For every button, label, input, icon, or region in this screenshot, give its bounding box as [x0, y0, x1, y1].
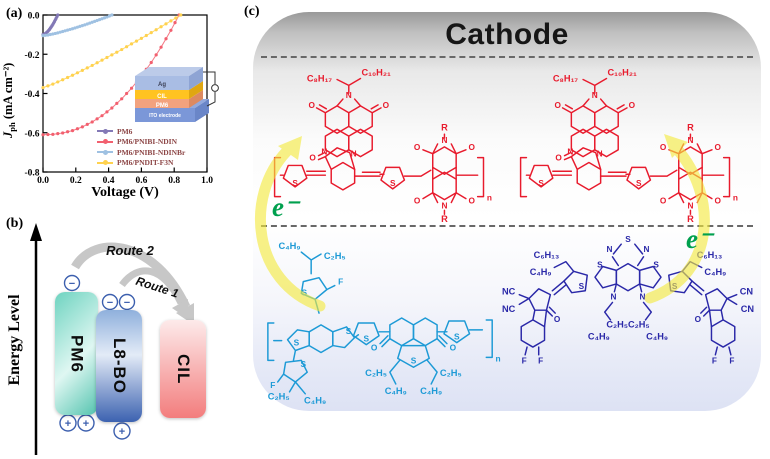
- panel-a-label: (a): [6, 6, 23, 21]
- legend-label: PM6/PNIBI-NDIN: [117, 137, 177, 147]
- cil-box-label: CIL: [174, 353, 193, 385]
- svg-text:0.6: 0.6: [135, 176, 147, 186]
- svg-text:+: +: [83, 418, 89, 430]
- l8bo-acceptor-structure: [501, 234, 756, 367]
- energy-axis-arrowhead-icon: [30, 223, 42, 241]
- energy-box-cil: CIL: [160, 320, 206, 418]
- route-1-arrowhead-icon: [172, 299, 188, 319]
- route-1-arrow: [119, 267, 185, 305]
- cil-side-face: [189, 81, 203, 99]
- ag-top-face: [135, 67, 203, 76]
- red-cil-polymer-structure-left: [273, 66, 493, 224]
- pm6-layer: [135, 99, 189, 108]
- pm6-donor-structure: [267, 240, 502, 404]
- legend-marker: [97, 127, 113, 135]
- y-axis-label: Jph (mA cm⁻²): [1, 63, 17, 139]
- legend-marker: [97, 138, 113, 146]
- svg-text:0.8: 0.8: [168, 176, 180, 186]
- ag-layer: [135, 76, 189, 90]
- svg-text:-0.2: -0.2: [24, 51, 39, 61]
- pm6-label: PM6: [156, 103, 169, 109]
- energy-box-l8bo: L8-BO: [96, 310, 142, 422]
- svg-text:-0.6: -0.6: [24, 129, 39, 139]
- legend-label: PM6: [117, 126, 133, 136]
- svg-text:0.4: 0.4: [103, 176, 115, 186]
- svg-text:-0.8: -0.8: [24, 169, 39, 179]
- legend-marker: [97, 159, 113, 167]
- middle-dashed-divider: [261, 225, 753, 227]
- ag-side-face: [189, 67, 203, 90]
- electron-charges: − − −: [63, 274, 136, 311]
- svg-text:0.0: 0.0: [28, 12, 40, 22]
- svg-text:0.2: 0.2: [70, 176, 82, 186]
- hole-charges: + + +: [59, 414, 131, 440]
- legend-item: PM6/PNIBI-NDINBr: [97, 148, 185, 157]
- ag-label: Ag: [158, 82, 166, 88]
- plot-series-and-ticks: 0.0 0.2 0.4 0.6 0.8 1.0 0.0 -0.2 -0.4 -0.6 -0.8: [24, 12, 213, 187]
- pm6-box-label: PM6: [67, 334, 87, 373]
- energy-box-pm6: PM6: [55, 292, 98, 415]
- panel-b-label: (b): [6, 216, 24, 231]
- cil-layer: [135, 90, 189, 99]
- ito-side-face: [195, 99, 209, 122]
- l8bo-box-label: L8-BO: [110, 338, 129, 394]
- svg-text:0.0: 0.0: [37, 176, 49, 186]
- svg-text:1.0: 1.0: [201, 176, 213, 186]
- cil-label: CIL: [157, 94, 167, 100]
- route-2-label: Route 2: [106, 243, 154, 258]
- pm6-side-face: [189, 90, 203, 108]
- top-dashed-divider: [261, 56, 753, 58]
- legend-label: PM6/PNIBI-NDINBr: [117, 147, 186, 157]
- jph-voltage-chart: 0.0 0.2 0.4 0.6 0.8 1.0 0.0 -0.2 -0.4 -0.6 -0.8 Vo…: [1, 12, 213, 201]
- svg-text:+: +: [119, 426, 125, 438]
- x-axis-label: Voltage (V): [91, 185, 159, 200]
- legend-item: PM6/PNIBI-NDIN: [97, 137, 185, 147]
- electrode-contact-icon: [211, 84, 219, 92]
- legend-item: PM6: [97, 127, 185, 136]
- red-cil-polymer-structure-right: [519, 66, 739, 224]
- svg-text:−: −: [107, 297, 113, 309]
- legend-marker: [97, 148, 113, 156]
- panel-c-label: (c): [244, 4, 260, 19]
- electron-label-right: e⁻: [686, 224, 713, 254]
- cathode-title: Cathode: [445, 18, 569, 51]
- wire: [203, 71, 216, 107]
- svg-text:−: −: [124, 297, 130, 309]
- legend-item: PM6/PNDIT-F3N: [97, 158, 185, 168]
- electron-label-left: e⁻: [272, 192, 299, 222]
- ito-label: ITO electrode: [149, 113, 181, 119]
- svg-text:−: −: [69, 278, 75, 290]
- svg-text:+: +: [65, 418, 71, 430]
- svg-text:-0.4: -0.4: [24, 90, 39, 100]
- device-structure-inset: Ag CIL PM6 ITO electrode: [135, 67, 219, 122]
- panel-b-graphics: Route 2 Route 1 − − − + + +: [30, 223, 194, 455]
- chart-legend: PM6 PM6/PNIBI-NDIN PM6/PNIBI-NDINBr PM6/PND…: [97, 127, 185, 167]
- ito-layer: [135, 108, 195, 122]
- legend-label: PM6/PNDIT-F3N: [117, 158, 174, 168]
